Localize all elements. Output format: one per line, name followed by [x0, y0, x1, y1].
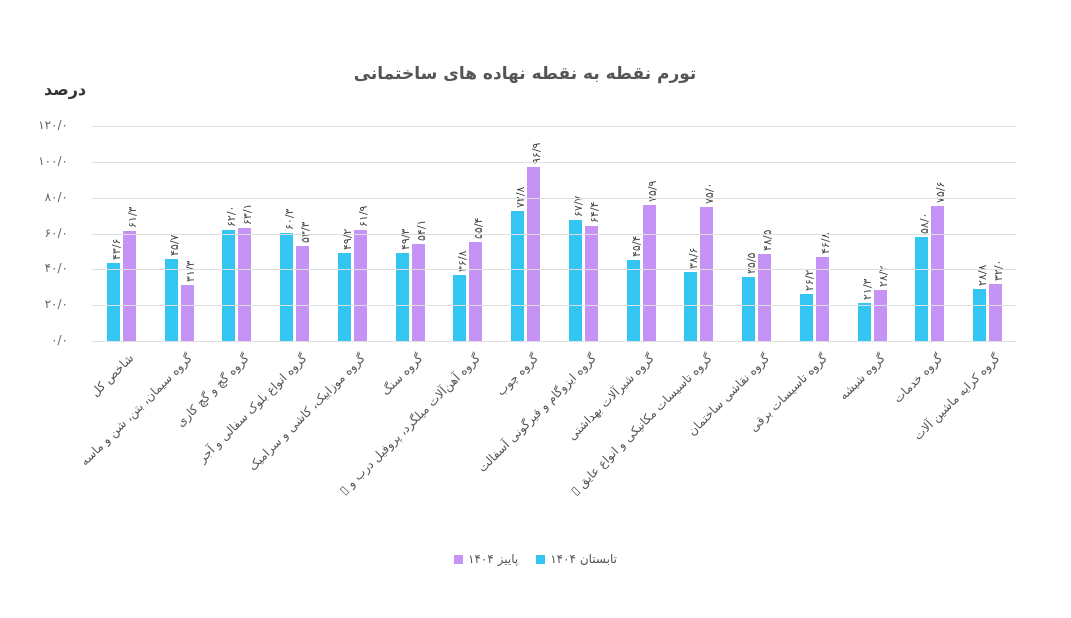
- x-tick-label: گروه خدمات: [890, 351, 946, 406]
- y-tick-label: ۶۰/۰: [44, 225, 68, 240]
- gridline: [92, 197, 1016, 199]
- bar: [873, 290, 887, 341]
- y-tick-label: ۸۰/۰: [44, 189, 68, 204]
- data-label: ۶۲/۰: [225, 205, 239, 227]
- bar: [280, 232, 294, 341]
- bar: [931, 205, 945, 341]
- legend-item-autumn: پاییز ۱۴۰۴: [454, 552, 518, 566]
- bar: [527, 167, 541, 341]
- data-label: ۴۵/۷: [167, 234, 181, 257]
- y-tick-label: ۱۰۰/۰: [38, 153, 68, 168]
- x-tick-label: گروه انواع بلوک سفالی و آجر: [195, 351, 311, 466]
- bar: [238, 227, 252, 341]
- bar: [296, 245, 310, 341]
- bar: [584, 225, 598, 341]
- bar: [180, 284, 194, 341]
- data-label: ۴۵/۴: [629, 235, 643, 257]
- bar: [353, 230, 367, 341]
- bar: [568, 219, 582, 341]
- gridline: [92, 161, 1016, 163]
- legend: پاییز ۱۴۰۴ تابستان ۱۴۰۴: [0, 552, 1071, 566]
- bar: [511, 210, 525, 341]
- x-tick-label: شاخص کل: [88, 351, 137, 400]
- data-label: ۶۰/۳: [283, 208, 297, 230]
- bar: [815, 257, 829, 341]
- data-label: ۶۴/۴: [587, 201, 601, 223]
- y-tick-label: ۲۰/۰: [44, 297, 68, 312]
- y-tick-label: ۱۲۰/۰: [38, 118, 68, 132]
- legend-item-summer: تابستان ۱۴۰۴: [536, 552, 617, 566]
- chart-title: تورم نقطه به نقطه نهاده های ساختمانی: [353, 64, 697, 84]
- gridline: [92, 233, 1016, 235]
- data-label: ۲۱/۳: [860, 278, 874, 300]
- y-axis-label: درصد: [44, 80, 87, 99]
- bar: [857, 302, 871, 341]
- data-label: ۵۸/۰: [918, 212, 932, 235]
- bar: [758, 254, 772, 341]
- bar: [337, 252, 351, 341]
- x-tick-label: گروه شیشه: [835, 351, 888, 403]
- data-label: ۴۳/۶: [109, 238, 123, 260]
- bar: [222, 229, 236, 341]
- legend-swatch: [536, 554, 546, 564]
- bar: [106, 262, 120, 341]
- gridline: [92, 126, 1016, 127]
- bar: [395, 252, 409, 341]
- x-tick-label: گروه چوب: [493, 351, 542, 399]
- legend-swatch: [454, 554, 464, 564]
- bar: [989, 283, 1003, 341]
- y-tick-label: ۰/۰: [51, 333, 68, 347]
- data-label: ۶۱/۳: [125, 206, 139, 229]
- legend-label: تابستان ۱۴۰۴: [550, 552, 617, 566]
- bar: [626, 259, 640, 341]
- data-label: ۵۳/۳: [299, 221, 313, 243]
- bar: [164, 259, 178, 341]
- bar: [642, 205, 656, 341]
- x-tick-label: گروه موزاییک، کاشی و سرامیک: [245, 351, 368, 474]
- data-label: ۴۶/۸: [818, 232, 832, 255]
- data-label: ۶۱/۹: [356, 205, 370, 228]
- bar: [122, 231, 136, 341]
- bar: [411, 244, 425, 341]
- x-tick-label: گروه سنگ: [378, 351, 426, 399]
- data-label: ۷۵/۶: [934, 181, 948, 203]
- x-tick-label: گروه سیمان، بتن، شن و ماسه: [77, 351, 195, 469]
- data-label: ۴۹/۲: [340, 228, 354, 250]
- bar: [742, 277, 756, 341]
- data-label: ۵۴/۱: [414, 219, 428, 242]
- bar: [700, 206, 714, 341]
- x-tick-label: گروه ایزوگام و قیرگونی آسفالت: [474, 351, 599, 475]
- bar: [799, 294, 813, 341]
- data-label: ۳۱/۳: [183, 260, 197, 282]
- bar: [915, 237, 929, 341]
- bar: [469, 241, 483, 341]
- gridline: [92, 305, 1016, 307]
- data-label: ۴۹/۳: [398, 228, 412, 250]
- gridline: [92, 341, 1016, 342]
- y-tick-label: ۴۰/۰: [44, 261, 68, 276]
- bar: [453, 275, 467, 341]
- bar: [973, 289, 987, 341]
- data-label: ۵۵/۴: [472, 217, 486, 239]
- gridline: [92, 269, 1016, 271]
- data-label: ۷۵/۰: [703, 182, 717, 204]
- bar: [684, 271, 698, 341]
- data-label: ۷۵/۹: [645, 180, 659, 203]
- legend-label: پاییز ۱۴۰۴: [468, 552, 519, 566]
- data-label: ۶۳/۱: [241, 203, 255, 225]
- data-label: ۲۸/۸: [976, 264, 990, 287]
- data-label: ۳۵/۵: [745, 252, 759, 275]
- data-label: ۳۸/۶: [687, 247, 701, 269]
- data-label: ۲۶/۲: [802, 269, 816, 292]
